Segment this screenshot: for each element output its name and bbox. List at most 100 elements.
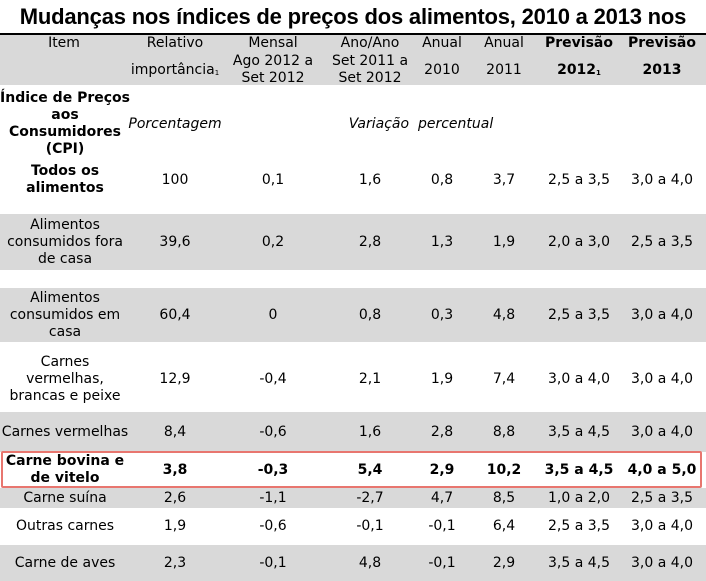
cell-todos-alimentos-y2010: 0,8 — [430, 171, 454, 188]
cell-outras-carnes-yoy: -0,1 — [356, 517, 384, 534]
cell-carne-bovina-relative: 3,8 — [162, 461, 188, 478]
header-anual-2011: Anual — [484, 35, 524, 51]
cell-todos-alimentos-monthly: 0,1 — [261, 171, 285, 188]
cell-carne-bovina-f2012: 3,5 a 4,5 — [544, 461, 614, 478]
header-year-2012: 2012 1 — [540, 52, 618, 88]
cell-carne-bovina-yoy: 5,4 — [357, 461, 383, 478]
title-rule — [0, 33, 706, 35]
cell-alimentos-em-casa-f2013: 3,0 a 4,0 — [630, 306, 693, 323]
cell-carne-aves-relative: 2,3 — [163, 554, 187, 571]
header-item: Item — [48, 35, 80, 51]
cell-carne-suina-relative: 2,6 — [163, 489, 187, 506]
cell-carnes-vbp-f2013: 3,0 a 4,0 — [630, 370, 693, 387]
row-band-carnes-vermelhas — [0, 412, 706, 452]
cell-alimentos-em-casa-monthly: 0 — [268, 306, 278, 323]
cell-alimentos-fora-casa-relative: 39,6 — [159, 233, 191, 250]
cell-outras-carnes-monthly: -0,6 — [259, 517, 287, 534]
cell-todos-alimentos-yoy: 1,6 — [358, 171, 382, 188]
header-mensal-period: Ago 2012 a Set 2012 — [232, 53, 314, 86]
table-title: Mudanças nos índices de preços dos alime… — [19, 4, 687, 63]
header-previsao-2013: Previsão — [628, 35, 696, 51]
row-band-carne-aves — [0, 545, 706, 581]
cell-carne-suina-f2012: 1,0 a 2,0 — [547, 489, 610, 506]
cell-todos-alimentos-relative: 100 — [161, 171, 189, 188]
cell-carnes-vbp-y2011: 7,4 — [492, 370, 516, 387]
header-anual-2010: Anual — [422, 35, 462, 51]
cell-carne-suina-y2011: 8,5 — [492, 489, 516, 506]
cell-alimentos-fora-casa-f2012: 2,0 a 3,0 — [547, 233, 610, 250]
cell-carnes-vbp-f2012: 3,0 a 4,0 — [547, 370, 610, 387]
section-label: Índice de Preços aos Consumidores (CPI) — [0, 90, 130, 157]
highlight-box-carne-bovina — [1, 451, 702, 488]
cell-carne-aves-monthly: -0,1 — [259, 554, 287, 571]
cell-outras-carnes-f2013: 3,0 a 4,0 — [630, 517, 693, 534]
cell-carne-suina-yoy: -2,7 — [356, 489, 384, 506]
cell-alimentos-em-casa-item: Alimentos consumidos em casa — [9, 289, 121, 340]
cell-alimentos-fora-casa-monthly: 0,2 — [261, 233, 285, 250]
footnote-mark-relativo: 1 — [214, 68, 220, 77]
cell-carne-suina-item: Carne suína — [23, 489, 107, 506]
unit-importance: Porcentagem — [128, 115, 222, 132]
header-ano-period: Set 2011 a Set 2012 — [331, 53, 409, 86]
cell-todos-alimentos-f2013: 3,0 a 4,0 — [630, 171, 693, 188]
cell-carnes-vermelhas-y2011: 8,8 — [492, 423, 516, 440]
header-band — [0, 35, 706, 85]
cell-outras-carnes-y2011: 6,4 — [492, 517, 516, 534]
cell-carne-aves-f2013: 3,0 a 4,0 — [630, 554, 693, 571]
cell-outras-carnes-y2010: -0,1 — [428, 517, 456, 534]
cell-alimentos-fora-casa-y2011: 1,9 — [492, 233, 516, 250]
header-ano-ano: Ano/Ano — [340, 35, 400, 51]
cell-carne-suina-monthly: -1,1 — [259, 489, 287, 506]
row-band-alimentos-casa — [0, 288, 706, 342]
row-band-alimentos-fora — [0, 214, 706, 270]
cell-carnes-vermelhas-f2013: 3,0 a 4,0 — [630, 423, 693, 440]
cell-carnes-vbp-item: Carnes vermelhas, brancas e peixe — [9, 353, 121, 404]
cell-carnes-vbp-relative: 12,9 — [159, 370, 191, 387]
cell-carnes-vermelhas-yoy: 1,6 — [358, 423, 382, 440]
cell-alimentos-fora-casa-f2013: 2,5 a 3,5 — [630, 233, 693, 250]
cell-carne-aves-y2011: 2,9 — [492, 554, 516, 571]
cell-carnes-vermelhas-monthly: -0,6 — [259, 423, 287, 440]
cell-carnes-vbp-y2010: 1,9 — [430, 370, 454, 387]
cell-carnes-vbp-yoy: 2,1 — [358, 370, 382, 387]
cell-alimentos-em-casa-f2012: 2,5 a 3,5 — [547, 306, 610, 323]
cell-carne-aves-f2012: 3,5 a 4,5 — [547, 554, 610, 571]
header-year-2012-text: 2012 — [557, 61, 597, 78]
cell-carnes-vermelhas-item: Carnes vermelhas — [1, 423, 129, 440]
header-relativo: Relativo — [146, 35, 204, 51]
cell-carne-bovina-f2013: 4,0 a 5,0 — [627, 461, 697, 478]
footnote-mark-2012: 1 — [596, 68, 601, 77]
cell-outras-carnes-f2012: 2,5 a 3,5 — [547, 517, 610, 534]
header-previsao-2012: Previsão — [545, 35, 613, 51]
header-year-2013: 2013 — [642, 61, 682, 78]
cell-outras-carnes-relative: 1,9 — [163, 517, 187, 534]
cell-carne-bovina-monthly: -0,3 — [257, 461, 289, 478]
cell-carne-aves-yoy: 4,8 — [358, 554, 382, 571]
cell-carne-suina-y2010: 4,7 — [430, 489, 454, 506]
row-band-carne-suina — [0, 488, 706, 508]
cell-carnes-vermelhas-y2010: 2,8 — [430, 423, 454, 440]
cell-alimentos-em-casa-y2010: 0,3 — [430, 306, 454, 323]
cell-alimentos-fora-casa-y2010: 1,3 — [430, 233, 454, 250]
cell-carne-bovina-y2011: 10,2 — [486, 461, 522, 478]
header-year-2010: 2010 — [424, 61, 460, 78]
header-importancia-text: importância — [130, 61, 215, 78]
cell-todos-alimentos-item: Todos os alimentos — [26, 163, 104, 196]
cell-todos-alimentos-y2011: 3,7 — [492, 171, 516, 188]
cell-carne-bovina-item: Carne bovina e de vitelo — [5, 453, 125, 486]
header-importancia: importância 1 — [128, 52, 222, 88]
cell-todos-alimentos-f2012: 2,5 a 3,5 — [547, 171, 610, 188]
cell-carne-bovina-y2010: 2,9 — [429, 461, 455, 478]
cell-outras-carnes-item: Outras carnes — [15, 517, 115, 534]
header-year-2011: 2011 — [486, 61, 522, 78]
cell-alimentos-em-casa-yoy: 0,8 — [358, 306, 382, 323]
cell-carnes-vermelhas-relative: 8,4 — [163, 423, 187, 440]
header-mensal: Mensal — [248, 35, 298, 51]
unit-change: Variação percentual — [348, 115, 494, 132]
cell-carne-aves-y2010: -0,1 — [428, 554, 456, 571]
cell-carnes-vermelhas-f2012: 3,5 a 4,5 — [547, 423, 610, 440]
cell-carnes-vbp-monthly: -0,4 — [259, 370, 287, 387]
cell-carne-aves-item: Carne de aves — [14, 554, 116, 571]
cell-alimentos-em-casa-relative: 60,4 — [159, 306, 191, 323]
cell-alimentos-fora-casa-yoy: 2,8 — [358, 233, 382, 250]
